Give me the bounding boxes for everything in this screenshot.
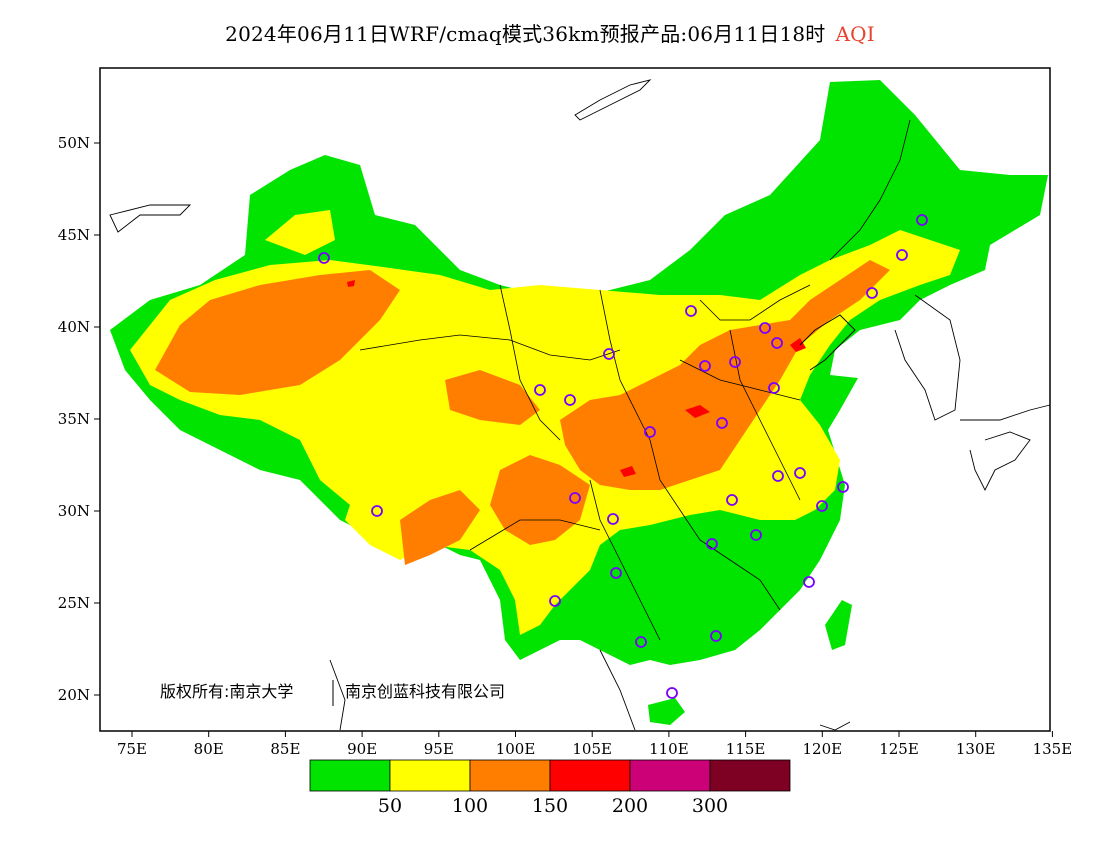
lat-tick-label: 50N [58,134,90,152]
legend-label: 300 [692,795,728,817]
station-marker [569,492,581,504]
station-marker [607,513,619,525]
aqi-zone-usg-tarim [155,270,400,395]
lat-tick-label: 35N [58,410,90,428]
lon-tick-label: 130E [956,740,996,758]
aqi-zone-unhealthy-2 [790,338,806,352]
lon-tick-label: 80E [194,740,224,758]
south-coast-islands [329,659,851,731]
legend-label: 200 [612,795,648,817]
latitude-axis: 50N 45N 40N 35N 30N 25N 20N [58,134,100,704]
legend-swatch [469,759,551,792]
station-marker [771,337,783,349]
map-title: 2024年06月11日WRF/cmaq模式36km预报产品:06月11日18时 A… [0,18,1100,47]
station-marker [803,576,815,588]
station-marker [318,252,330,264]
legend-swatch [309,759,391,792]
hainan-island [648,698,685,725]
station-marker [371,505,383,517]
station-marker [750,529,762,541]
legend-swatch [629,759,711,792]
station-marker [685,305,697,317]
station-markers [318,214,928,699]
lon-tick-label: 90E [347,740,377,758]
legend-label: 150 [532,795,568,817]
station-marker [699,360,711,372]
lat-tick-label: 25N [58,594,90,612]
legend-label: 100 [452,795,488,817]
station-marker [896,249,908,261]
station-marker [726,494,738,506]
lon-tick-label: 115E [726,740,766,758]
aqi-zone-usg-sichuan [490,455,590,545]
copyright-text: 版权所有:南京大学 [160,682,293,701]
aqi-zone-unhealthy-3 [620,466,636,477]
bohai-coast [799,314,856,371]
balkhash-outline [109,204,192,233]
baikal-outline [574,79,652,121]
lat-tick-label: 45N [58,226,90,244]
copyright-org: 南京创蓝科技有限公司 [345,682,505,701]
station-marker [635,636,647,648]
station-marker [666,687,678,699]
lon-tick-label: 110E [649,740,689,758]
gulf-outline [599,649,636,731]
coastlines [109,79,1051,731]
longitude-axis: 75E 80E 85E 90E 95E 100E 105E 110E 115E 120E 125E 1… [117,731,1072,758]
lon-tick-label: 100E [496,740,536,758]
legend-swatch [389,759,471,792]
lon-tick-label: 105E [572,740,612,758]
station-marker [549,595,561,607]
aqi-zone-moderate-north [265,210,335,255]
station-marker [794,467,806,479]
station-marker [610,567,622,579]
title-main: 2024年06月11日WRF/cmaq模式36km预报产品:06月11日18时 [225,22,826,46]
province-boundaries [359,119,911,641]
station-marker [564,394,576,406]
lon-tick-label: 85E [270,740,300,758]
station-marker [866,287,878,299]
station-marker [759,322,771,334]
korea-outline [894,294,961,421]
lon-tick-label: 120E [803,740,843,758]
lon-tick-label: 135E [1033,740,1073,758]
legend-swatch [709,759,791,792]
station-marker [837,481,849,493]
aqi-zone-usg-tibet [400,490,480,565]
legend-label: 50 [378,795,402,817]
title-variable: AQI [835,22,875,46]
legend-swatch [549,759,631,792]
aqi-zone-unhealthy-1 [685,405,710,418]
station-marker [916,214,928,226]
station-marker [816,500,828,512]
station-marker [768,382,780,394]
station-marker [710,630,722,642]
lon-tick-label: 125E [879,740,919,758]
japan-outline [960,404,1051,492]
aqi-zone-usg-central [560,260,890,490]
station-marker [534,384,546,396]
lat-tick-label: 40N [58,318,90,336]
lon-tick-label: 95E [424,740,454,758]
lon-tick-label: 75E [117,740,147,758]
station-marker [729,356,741,368]
aqi-zone-unhealthy-4 [347,280,355,287]
aqi-legend: 50 100 150 200 300 [309,759,791,817]
aqi-zone-usg-qinghai [445,370,540,425]
lat-tick-label: 20N [58,686,90,704]
station-marker [706,538,718,550]
aqi-field [110,80,1048,725]
station-marker [716,417,728,429]
taiwan-island [825,600,852,650]
station-marker [644,426,656,438]
station-marker [772,470,784,482]
station-marker [603,348,615,360]
lat-tick-label: 30N [58,502,90,520]
